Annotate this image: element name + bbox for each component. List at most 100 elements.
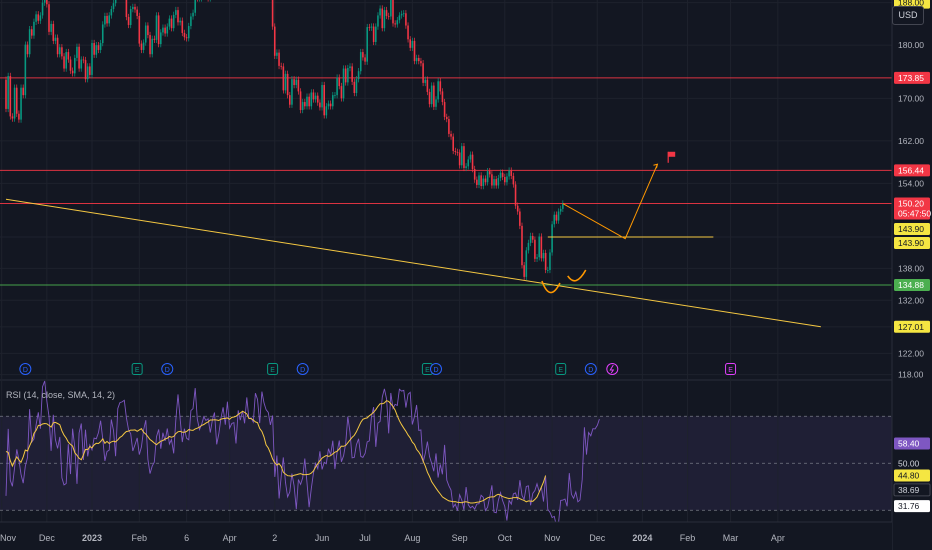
- candle[interactable]: [35, 11, 37, 25]
- candlesticks[interactable]: [5, 0, 564, 281]
- candle[interactable]: [501, 169, 504, 181]
- price-label-134.88[interactable]: 134.88: [894, 278, 930, 291]
- candle[interactable]: [306, 93, 308, 110]
- candle[interactable]: [364, 54, 366, 65]
- candle[interactable]: [385, 6, 388, 20]
- candle[interactable]: [411, 37, 414, 52]
- candle[interactable]: [351, 63, 353, 86]
- candle[interactable]: [458, 149, 461, 169]
- candle[interactable]: [54, 34, 57, 45]
- candle[interactable]: [553, 211, 556, 228]
- rsi-ma-line[interactable]: [5, 400, 547, 504]
- candle[interactable]: [151, 35, 153, 58]
- candle[interactable]: [534, 236, 536, 263]
- candle[interactable]: [379, 5, 381, 19]
- candle[interactable]: [168, 15, 171, 30]
- candle[interactable]: [15, 84, 18, 117]
- candle[interactable]: [308, 93, 310, 110]
- candle[interactable]: [480, 172, 482, 190]
- candle[interactable]: [426, 76, 429, 96]
- candle[interactable]: [153, 35, 156, 44]
- target-flag-icon[interactable]: [667, 151, 676, 163]
- candle[interactable]: [67, 48, 70, 63]
- candle[interactable]: [33, 18, 35, 39]
- candle[interactable]: [319, 99, 321, 111]
- candle[interactable]: [508, 167, 510, 180]
- candle[interactable]: [183, 29, 186, 41]
- candle[interactable]: [413, 37, 416, 65]
- candle[interactable]: [387, 12, 390, 20]
- candle[interactable]: [39, 12, 42, 24]
- candle[interactable]: [461, 142, 463, 169]
- candle[interactable]: [347, 64, 349, 86]
- candle[interactable]: [488, 167, 491, 178]
- candle[interactable]: [329, 100, 332, 110]
- candle[interactable]: [170, 15, 173, 32]
- candle[interactable]: [372, 23, 375, 46]
- candle[interactable]: [101, 21, 104, 47]
- candle[interactable]: [473, 165, 476, 183]
- candle[interactable]: [289, 91, 291, 108]
- candle[interactable]: [486, 167, 489, 186]
- candle[interactable]: [71, 67, 74, 77]
- candle[interactable]: [78, 43, 80, 72]
- earnings-marker-icon[interactable]: E: [725, 363, 737, 375]
- horizontal-levels[interactable]: [0, 77, 892, 286]
- candle[interactable]: [301, 98, 304, 114]
- candle[interactable]: [396, 17, 399, 28]
- candle[interactable]: [291, 76, 293, 108]
- split-marker-icon[interactable]: [606, 363, 619, 375]
- candle[interactable]: [106, 12, 108, 27]
- candle[interactable]: [86, 63, 89, 83]
- candle[interactable]: [400, 10, 403, 19]
- candle[interactable]: [525, 247, 528, 281]
- price-label-143.90[interactable]: 143.90: [894, 223, 930, 236]
- candle[interactable]: [394, 20, 396, 28]
- candle[interactable]: [445, 113, 448, 123]
- candle[interactable]: [405, 10, 407, 29]
- dividend-marker-icon[interactable]: D: [19, 363, 32, 375]
- candle[interactable]: [142, 39, 145, 54]
- candle[interactable]: [493, 175, 495, 189]
- pattern-drawings[interactable]: [541, 151, 714, 294]
- candle[interactable]: [562, 200, 564, 213]
- candle[interactable]: [112, 0, 115, 13]
- candle[interactable]: [334, 91, 336, 99]
- candle[interactable]: [295, 76, 298, 89]
- candle[interactable]: [114, 0, 117, 7]
- candle[interactable]: [547, 266, 549, 274]
- candle[interactable]: [435, 96, 437, 111]
- candle[interactable]: [504, 173, 506, 186]
- candle[interactable]: [336, 74, 338, 99]
- candle[interactable]: [529, 232, 532, 247]
- candle[interactable]: [377, 12, 379, 30]
- candle[interactable]: [349, 63, 351, 72]
- candle[interactable]: [366, 23, 368, 65]
- rsi-label-44.80[interactable]: 44.80: [894, 469, 930, 482]
- price-label-156.44[interactable]: 156.44: [894, 164, 930, 177]
- candle[interactable]: [467, 156, 470, 170]
- candle[interactable]: [506, 173, 508, 186]
- rsi-label-31.76[interactable]: 31.76: [894, 500, 930, 513]
- candle[interactable]: [316, 92, 319, 106]
- dividend-marker-icon[interactable]: D: [161, 363, 174, 375]
- candle[interactable]: [138, 12, 141, 47]
- candle[interactable]: [46, 0, 48, 8]
- dividend-marker-icon[interactable]: D: [296, 363, 309, 375]
- candle[interactable]: [510, 167, 513, 180]
- candle[interactable]: [162, 24, 164, 36]
- candle[interactable]: [43, 0, 46, 6]
- candle[interactable]: [482, 175, 485, 190]
- candle[interactable]: [538, 233, 540, 261]
- candle[interactable]: [362, 48, 364, 61]
- candle[interactable]: [160, 29, 162, 48]
- candle[interactable]: [22, 84, 24, 99]
- candle[interactable]: [381, 5, 384, 32]
- candle[interactable]: [24, 41, 27, 99]
- candle[interactable]: [28, 26, 31, 58]
- candle[interactable]: [31, 26, 33, 39]
- candle[interactable]: [190, 13, 192, 30]
- candle[interactable]: [314, 92, 317, 103]
- candle[interactable]: [108, 12, 110, 27]
